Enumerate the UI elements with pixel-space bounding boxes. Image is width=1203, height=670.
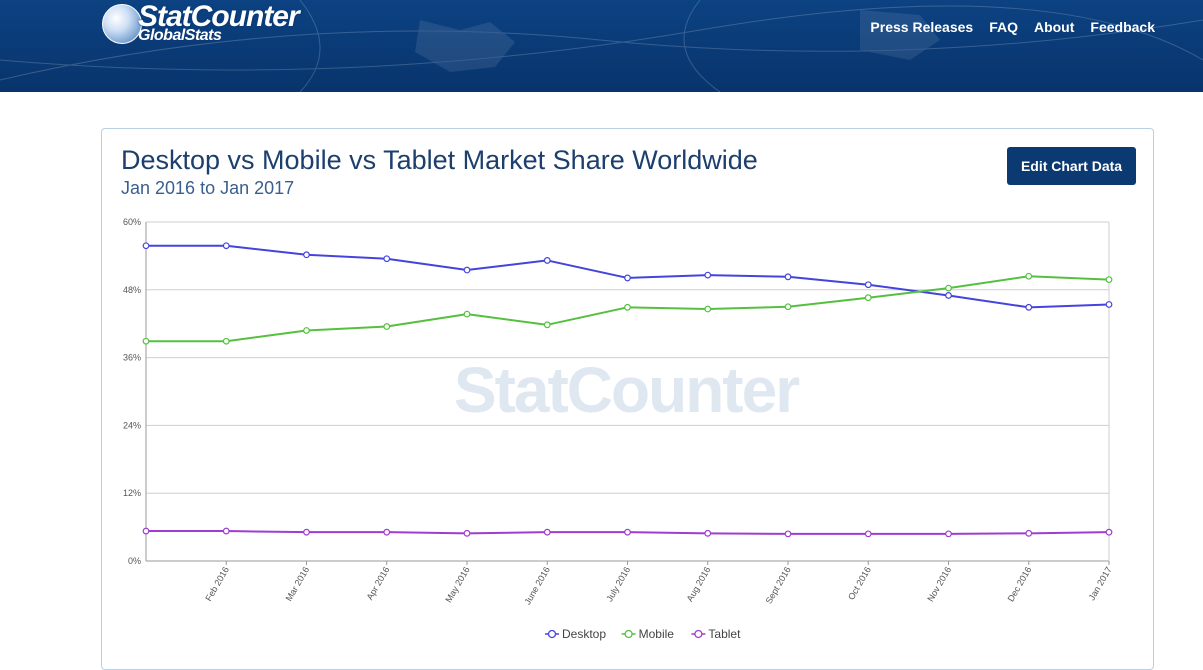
- mobile-data-point[interactable]: [784, 303, 792, 311]
- x-tick-label: Aug 2016: [685, 565, 713, 603]
- desktop-data-point[interactable]: [383, 255, 391, 263]
- desktop-data-point[interactable]: [222, 242, 230, 250]
- mobile-data-point[interactable]: [624, 303, 631, 311]
- mobile-data-point[interactable]: [1105, 276, 1113, 284]
- mobile-data-point[interactable]: [1025, 272, 1033, 280]
- desktop-data-point[interactable]: [543, 257, 551, 264]
- y-tick-label: 48%: [123, 285, 141, 295]
- mobile-data-point[interactable]: [704, 305, 712, 313]
- x-tick-label: Feb 2016: [203, 565, 231, 603]
- desktop-data-point[interactable]: [704, 271, 712, 279]
- page-title: Desktop vs Mobile vs Tablet Market Share…: [121, 145, 758, 175]
- mobile-data-point[interactable]: [142, 337, 150, 345]
- desktop-data-point[interactable]: [784, 273, 792, 281]
- x-tick-label: Oct 2016: [846, 565, 873, 602]
- tablet-data-point[interactable]: [1025, 529, 1033, 537]
- chart-panel: Desktop vs Mobile vs Tablet Market Share…: [101, 128, 1154, 670]
- x-tick-label: Jan 2017: [1087, 565, 1114, 602]
- site-header: StatCounter GlobalStats Press Releases F…: [0, 0, 1203, 92]
- date-range: Jan 2016 to Jan 2017: [121, 178, 295, 198]
- y-tick-label: 12%: [123, 488, 141, 498]
- nav-faq[interactable]: FAQ: [989, 19, 1018, 35]
- desktop-data-point[interactable]: [303, 251, 310, 259]
- tablet-legend-label[interactable]: Tablet: [708, 627, 741, 641]
- x-tick-label: Nov 2016: [925, 565, 953, 603]
- logo-subtitle: GlobalStats: [138, 27, 222, 44]
- x-tick-label: May 2016: [443, 565, 471, 604]
- mobile-data-point[interactable]: [543, 321, 551, 329]
- mobile-legend-label[interactable]: Mobile: [639, 627, 675, 641]
- desktop-data-point[interactable]: [142, 242, 150, 250]
- line-chart: StatCounter 0% 12% 24% 36% 48% 60% Feb 2016 Ma…: [123, 217, 1114, 641]
- logo-wordmark: StatCounter: [138, 0, 300, 33]
- x-tick-label: June 2016: [522, 565, 552, 606]
- tablet-data-point[interactable]: [543, 528, 551, 536]
- mobile-data-point[interactable]: [222, 337, 230, 345]
- desktop-data-point[interactable]: [864, 281, 872, 289]
- tablet-data-point[interactable]: [945, 530, 952, 538]
- nav-feedback[interactable]: Feedback: [1090, 19, 1155, 35]
- map-background: [0, 0, 1203, 92]
- tablet-data-point[interactable]: [624, 528, 631, 536]
- nav-press-releases[interactable]: Press Releases: [870, 19, 974, 35]
- desktop-data-point[interactable]: [945, 292, 952, 299]
- mobile-data-point[interactable]: [463, 310, 471, 318]
- statcounter-watermark: StatCounter: [454, 354, 799, 426]
- globe-icon: [102, 4, 142, 44]
- desktop-data-point[interactable]: [463, 266, 471, 274]
- x-tick-label: Apr 2016: [365, 565, 392, 602]
- mobile-data-point[interactable]: [303, 327, 310, 334]
- tablet-data-point[interactable]: [142, 527, 150, 535]
- tablet-data-point[interactable]: [303, 528, 310, 536]
- mobile-data-point[interactable]: [383, 323, 391, 330]
- x-tick-label: Mar 2016: [284, 565, 312, 603]
- desktop-legend-label[interactable]: Desktop: [562, 627, 606, 641]
- x-tick-label: July 2016: [604, 565, 632, 603]
- y-tick-label: 60%: [123, 217, 141, 227]
- tablet-data-point[interactable]: [463, 529, 471, 537]
- tablet-data-point[interactable]: [784, 530, 792, 538]
- y-tick-label: 0%: [128, 556, 141, 566]
- statcounter-logo[interactable]: StatCounter GlobalStats: [102, 0, 332, 50]
- tablet-legend-marker[interactable]: [694, 629, 703, 639]
- x-tick-label: Dec 2016: [1006, 565, 1034, 603]
- y-tick-label: 24%: [123, 420, 141, 430]
- mobile-legend-marker[interactable]: [624, 629, 633, 639]
- top-nav: Press Releases FAQ About Feedback: [854, 18, 1155, 36]
- mobile-data-point[interactable]: [864, 294, 872, 302]
- x-tick-label: Sept 2016: [764, 565, 793, 606]
- tablet-data-point[interactable]: [222, 527, 230, 535]
- tablet-data-point[interactable]: [864, 530, 872, 538]
- edit-chart-data-button[interactable]: Edit Chart Data: [1007, 147, 1136, 185]
- desktop-data-point[interactable]: [1105, 301, 1113, 308]
- tablet-data-point[interactable]: [704, 529, 712, 537]
- desktop-data-point[interactable]: [624, 274, 631, 282]
- mobile-data-point[interactable]: [945, 284, 952, 292]
- desktop-legend-marker[interactable]: [547, 629, 557, 639]
- desktop-data-point[interactable]: [1025, 303, 1033, 311]
- tablet-data-point[interactable]: [1105, 528, 1113, 536]
- y-tick-label: 36%: [123, 353, 141, 363]
- nav-about[interactable]: About: [1033, 19, 1075, 35]
- tablet-data-point[interactable]: [383, 528, 391, 536]
